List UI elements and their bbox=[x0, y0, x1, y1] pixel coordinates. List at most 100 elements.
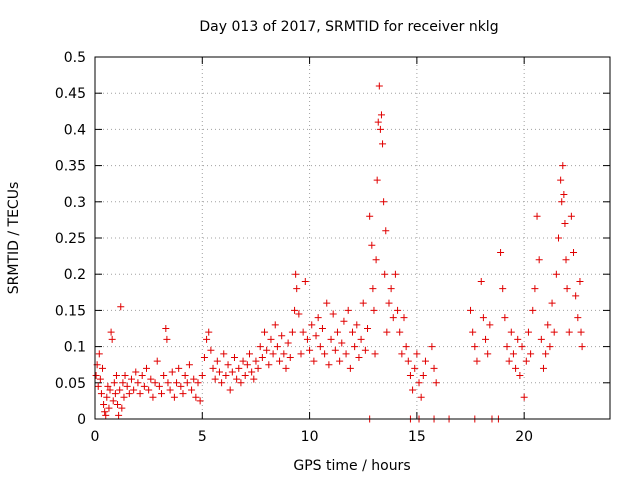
x-axis-label: GPS time / hours bbox=[293, 458, 410, 474]
data-point bbox=[512, 364, 520, 372]
data-point bbox=[123, 382, 131, 390]
data-point bbox=[155, 382, 163, 390]
data-point bbox=[382, 227, 390, 235]
data-point bbox=[518, 343, 526, 351]
data-point bbox=[181, 372, 189, 380]
data-point bbox=[389, 314, 397, 322]
data-point bbox=[104, 382, 112, 390]
data-point bbox=[160, 372, 168, 380]
data-point bbox=[321, 350, 329, 358]
data-point bbox=[190, 375, 198, 383]
data-point bbox=[108, 335, 116, 343]
y-tick-label: 0.45 bbox=[55, 86, 86, 102]
data-point bbox=[415, 379, 423, 387]
data-point bbox=[527, 350, 535, 358]
data-point bbox=[288, 328, 296, 336]
data-points bbox=[92, 82, 586, 423]
data-point bbox=[241, 372, 249, 380]
data-point bbox=[261, 328, 269, 336]
data-point bbox=[230, 353, 238, 361]
data-point bbox=[282, 364, 290, 372]
data-point bbox=[544, 321, 552, 329]
data-point bbox=[411, 364, 419, 372]
data-point bbox=[215, 368, 223, 376]
y-tick-label: 0.15 bbox=[55, 303, 86, 319]
data-point bbox=[576, 277, 584, 285]
data-point bbox=[338, 339, 346, 347]
data-point bbox=[207, 346, 215, 354]
y-axis-label: SRMTID / TECUs bbox=[6, 182, 22, 295]
data-point bbox=[312, 332, 320, 340]
data-point bbox=[370, 306, 378, 314]
data-point bbox=[188, 386, 196, 394]
y-tick-label: 0.3 bbox=[64, 195, 86, 211]
data-point bbox=[509, 350, 517, 358]
data-point bbox=[254, 364, 262, 372]
data-point bbox=[374, 118, 382, 126]
data-point bbox=[574, 314, 582, 322]
data-point bbox=[542, 350, 550, 358]
y-tick-label: 0.5 bbox=[64, 50, 86, 66]
data-point bbox=[248, 368, 256, 376]
data-point bbox=[116, 386, 124, 394]
data-point bbox=[471, 343, 479, 351]
data-point bbox=[256, 343, 264, 351]
data-point bbox=[572, 292, 580, 300]
data-point bbox=[531, 285, 539, 293]
data-point bbox=[267, 335, 275, 343]
data-point bbox=[533, 212, 541, 220]
x-axis-ticks: 0 5 10 15 20 bbox=[91, 57, 533, 445]
data-point bbox=[371, 350, 379, 358]
data-point bbox=[101, 408, 109, 416]
data-point bbox=[565, 328, 573, 336]
data-point bbox=[473, 357, 481, 365]
data-point bbox=[325, 361, 333, 369]
data-point bbox=[340, 317, 348, 325]
data-point bbox=[258, 353, 266, 361]
data-point bbox=[546, 343, 554, 351]
data-point bbox=[336, 357, 344, 365]
data-point bbox=[205, 328, 213, 336]
data-point bbox=[359, 299, 367, 307]
y-tick-label: 0.2 bbox=[64, 267, 86, 283]
data-point bbox=[380, 198, 388, 206]
data-point bbox=[95, 350, 103, 358]
data-point bbox=[117, 303, 125, 311]
data-point bbox=[402, 343, 410, 351]
data-point bbox=[372, 256, 380, 264]
x-tick-label: 15 bbox=[408, 429, 426, 445]
data-point bbox=[558, 198, 566, 206]
data-point bbox=[293, 285, 301, 293]
data-point bbox=[94, 382, 102, 390]
data-point bbox=[102, 411, 110, 419]
data-point bbox=[297, 350, 305, 358]
data-point bbox=[276, 357, 284, 365]
plot-frame bbox=[94, 56, 611, 420]
y-axis-ticks: 0 0.05 0.1 0.15 0.2 0.25 0.3 0.35 0.4 0.45 0.5 bbox=[55, 50, 610, 428]
data-point bbox=[97, 390, 105, 398]
data-point bbox=[163, 335, 171, 343]
data-point bbox=[499, 285, 507, 293]
data-point bbox=[308, 321, 316, 329]
data-point bbox=[263, 346, 271, 354]
data-point bbox=[149, 393, 157, 401]
data-point bbox=[369, 285, 377, 293]
data-point bbox=[265, 361, 273, 369]
data-point bbox=[497, 248, 505, 256]
x-tick-label: 5 bbox=[198, 429, 207, 445]
data-point bbox=[213, 357, 221, 365]
data-point bbox=[396, 328, 404, 336]
data-point bbox=[226, 386, 234, 394]
data-point bbox=[331, 346, 339, 354]
data-point bbox=[203, 335, 211, 343]
data-point bbox=[211, 375, 219, 383]
data-point bbox=[250, 375, 258, 383]
data-point bbox=[175, 364, 183, 372]
data-point bbox=[376, 125, 384, 133]
data-point bbox=[143, 364, 150, 372]
data-point bbox=[235, 364, 243, 372]
y-tick-label: 0.25 bbox=[55, 231, 86, 247]
data-point bbox=[484, 350, 492, 358]
data-point bbox=[292, 270, 300, 278]
data-point bbox=[383, 328, 391, 336]
